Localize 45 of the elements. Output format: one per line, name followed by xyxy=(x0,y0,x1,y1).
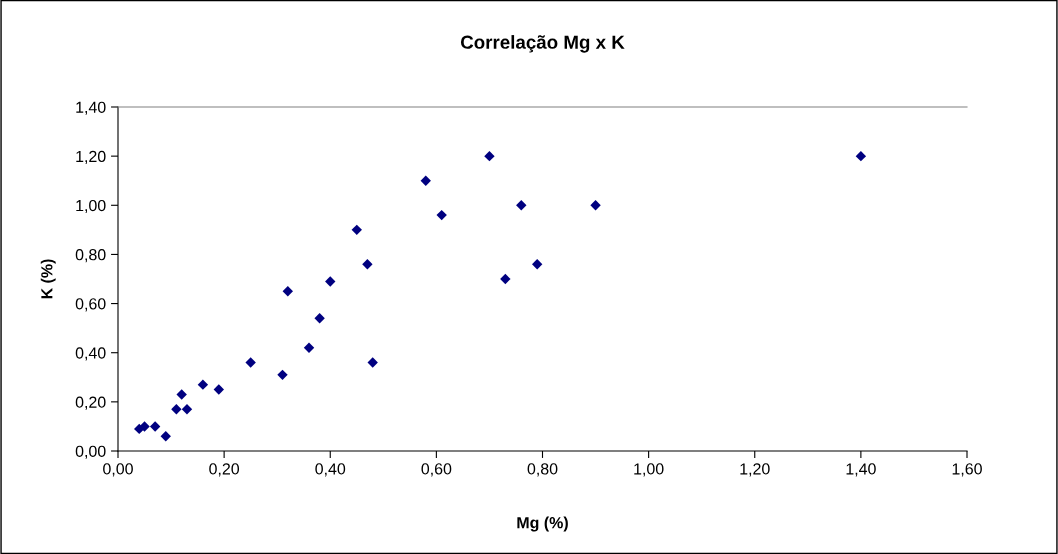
point xyxy=(362,259,373,270)
point xyxy=(139,421,150,432)
chart-title: Correlação Mg x K xyxy=(460,35,625,53)
point xyxy=(855,150,867,162)
y-tick-label: 0,20 xyxy=(75,396,106,410)
point xyxy=(420,175,431,186)
y-tick-label: 0,80 xyxy=(75,249,106,263)
point xyxy=(282,286,293,297)
x-tick-label: 1,20 xyxy=(740,463,770,477)
point xyxy=(500,273,511,285)
point xyxy=(436,209,447,221)
x-tick-label: 0,00 xyxy=(103,463,133,477)
y-axis-title: K (%) xyxy=(40,259,56,299)
x-tick-label: 1,00 xyxy=(634,463,664,477)
point xyxy=(245,357,256,368)
point xyxy=(176,389,187,400)
y-tick-label: 1,40 xyxy=(76,101,106,115)
point xyxy=(325,276,336,287)
point xyxy=(171,404,182,415)
x-tick-label: 0,60 xyxy=(421,463,452,477)
x-axis-title: Mg (%) xyxy=(517,516,568,532)
point xyxy=(367,357,378,368)
point xyxy=(516,200,527,211)
point xyxy=(484,150,495,162)
point xyxy=(532,259,543,270)
point xyxy=(160,431,171,442)
point xyxy=(277,369,288,381)
point xyxy=(314,313,325,324)
x-tick-label: 0,20 xyxy=(209,463,240,477)
y-tick-label: 0,60 xyxy=(75,298,106,312)
point xyxy=(351,224,362,236)
point xyxy=(181,404,193,415)
y-tick-label: 1,00 xyxy=(76,199,106,214)
y-tick-label: 0,40 xyxy=(75,347,106,361)
point xyxy=(197,379,209,390)
point xyxy=(213,384,225,395)
point xyxy=(149,421,161,432)
x-tick-label: 0,80 xyxy=(527,463,558,477)
x-tick-label: 1,60 xyxy=(952,463,982,477)
y-tick-label: 1,20 xyxy=(76,150,106,164)
point xyxy=(590,200,601,211)
x-tick-label: 1,40 xyxy=(846,463,876,477)
point xyxy=(303,342,315,353)
x-tick-label: 0,40 xyxy=(315,463,346,477)
y-tick-label: 0,00 xyxy=(75,445,106,459)
